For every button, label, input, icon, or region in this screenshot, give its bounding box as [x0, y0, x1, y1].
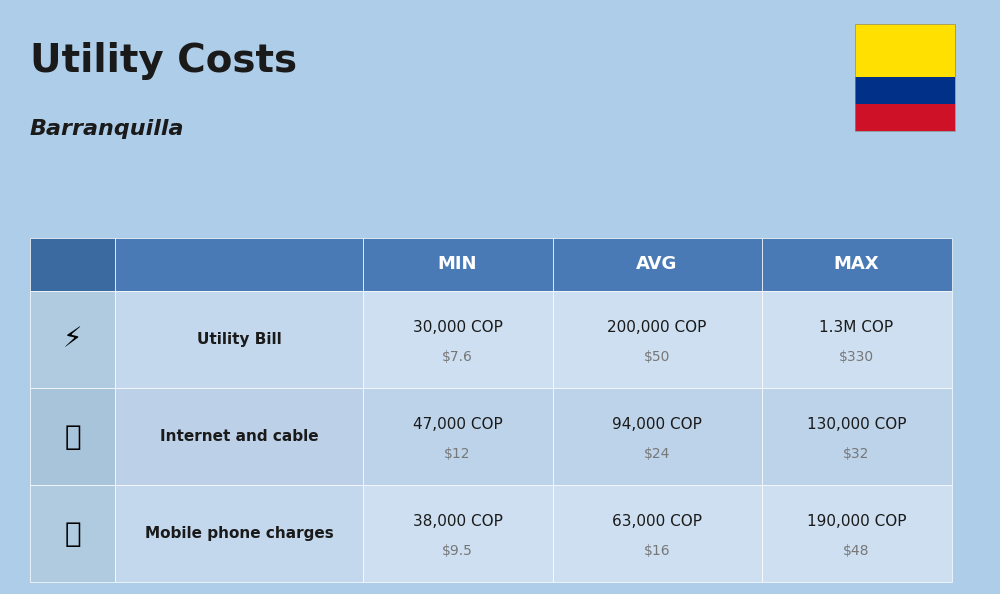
Text: 1.3M COP: 1.3M COP: [819, 320, 894, 336]
FancyBboxPatch shape: [115, 485, 362, 582]
FancyBboxPatch shape: [552, 388, 762, 485]
Text: Utility Costs: Utility Costs: [30, 42, 297, 80]
Text: Barranquilla: Barranquilla: [30, 119, 184, 139]
Text: Mobile phone charges: Mobile phone charges: [145, 526, 333, 541]
Text: MIN: MIN: [438, 255, 477, 273]
Text: $24: $24: [644, 447, 670, 461]
Text: $32: $32: [843, 447, 870, 461]
Text: 200,000 COP: 200,000 COP: [607, 320, 707, 336]
Text: $330: $330: [839, 350, 874, 364]
FancyBboxPatch shape: [30, 388, 115, 485]
Text: Internet and cable: Internet and cable: [160, 429, 318, 444]
Text: 63,000 COP: 63,000 COP: [612, 514, 702, 529]
FancyBboxPatch shape: [115, 388, 362, 485]
FancyBboxPatch shape: [855, 104, 955, 131]
Text: ⚡: ⚡: [63, 326, 82, 353]
FancyBboxPatch shape: [762, 291, 952, 388]
Text: 📶: 📶: [64, 422, 81, 451]
FancyBboxPatch shape: [552, 238, 762, 291]
Text: $48: $48: [843, 544, 870, 558]
Text: $12: $12: [444, 447, 471, 461]
Text: 47,000 COP: 47,000 COP: [413, 418, 502, 432]
FancyBboxPatch shape: [30, 291, 115, 388]
FancyBboxPatch shape: [362, 388, 552, 485]
Text: $16: $16: [644, 544, 670, 558]
FancyBboxPatch shape: [362, 485, 552, 582]
FancyBboxPatch shape: [855, 77, 955, 104]
Text: $7.6: $7.6: [442, 350, 473, 364]
Text: MAX: MAX: [834, 255, 879, 273]
FancyBboxPatch shape: [115, 291, 362, 388]
Text: Utility Bill: Utility Bill: [197, 332, 281, 347]
FancyBboxPatch shape: [362, 291, 552, 388]
Text: 30,000 COP: 30,000 COP: [413, 320, 502, 336]
FancyBboxPatch shape: [30, 485, 115, 582]
FancyBboxPatch shape: [552, 291, 762, 388]
FancyBboxPatch shape: [362, 238, 552, 291]
FancyBboxPatch shape: [552, 485, 762, 582]
Text: $50: $50: [644, 350, 670, 364]
FancyBboxPatch shape: [762, 388, 952, 485]
Text: 94,000 COP: 94,000 COP: [612, 418, 702, 432]
Text: 📱: 📱: [64, 520, 81, 548]
FancyBboxPatch shape: [855, 24, 955, 77]
Text: 190,000 COP: 190,000 COP: [807, 514, 906, 529]
Text: 38,000 COP: 38,000 COP: [413, 514, 502, 529]
Text: AVG: AVG: [636, 255, 678, 273]
Text: 130,000 COP: 130,000 COP: [807, 418, 906, 432]
FancyBboxPatch shape: [30, 238, 115, 291]
FancyBboxPatch shape: [115, 238, 362, 291]
Text: $9.5: $9.5: [442, 544, 473, 558]
FancyBboxPatch shape: [762, 238, 952, 291]
FancyBboxPatch shape: [762, 485, 952, 582]
